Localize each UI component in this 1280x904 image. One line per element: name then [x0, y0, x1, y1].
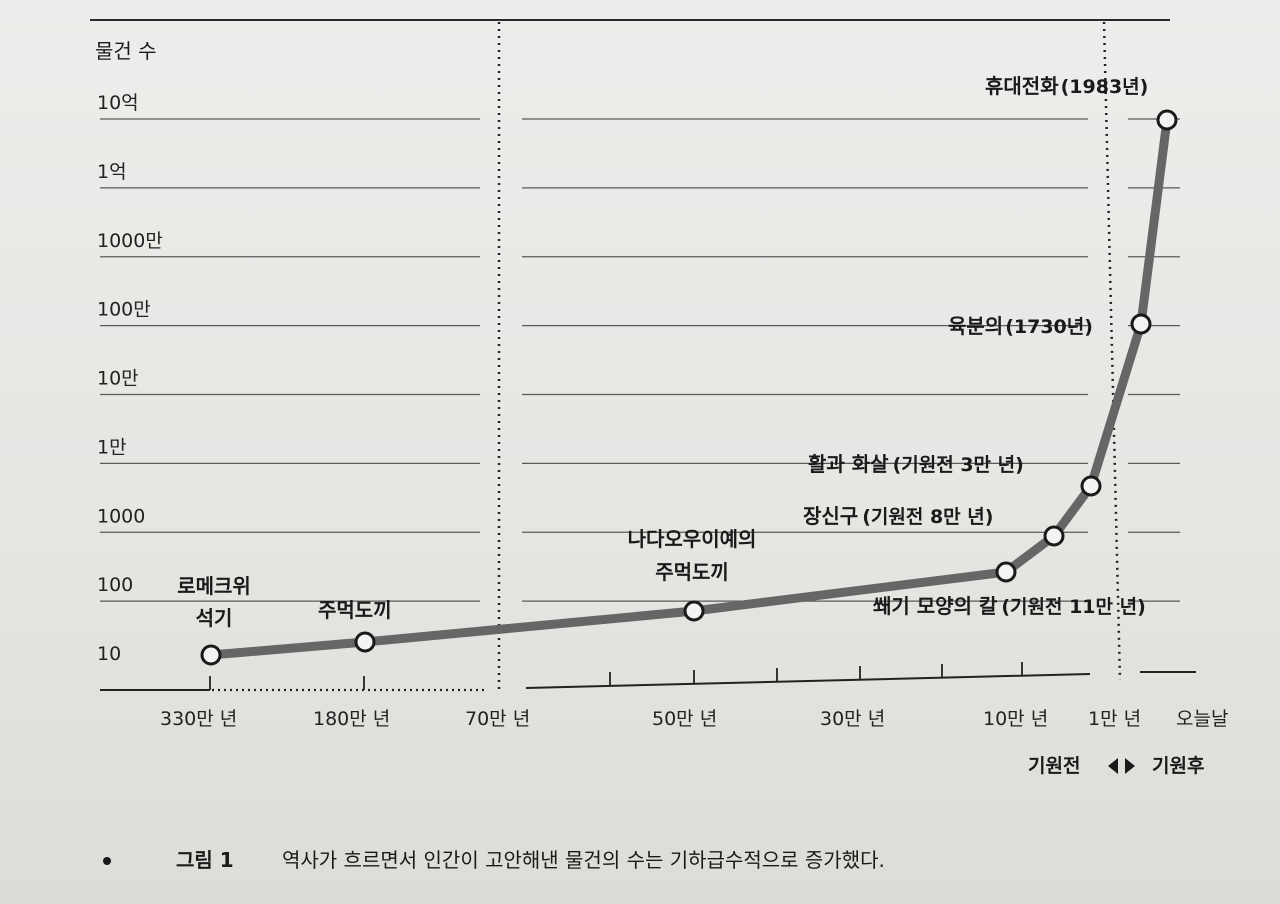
y-tick-labels: 10 100 1000 1만 10만 100만 1000만 1억 10억	[97, 92, 163, 665]
y-tick-label: 1만	[97, 436, 127, 458]
point-label: 로메크위	[177, 574, 251, 598]
x-tick-label: 1만 년	[1088, 708, 1141, 730]
y-tick-label: 10억	[97, 92, 139, 114]
x-tick-label: 70만 년	[465, 708, 530, 730]
bullet-icon	[103, 857, 111, 865]
era-right-label: 기원후	[1152, 755, 1204, 777]
x-tick-label: 50만 년	[652, 708, 717, 730]
x-tick-label: 180만 년	[313, 708, 390, 730]
data-point	[683, 600, 705, 622]
data-point	[1043, 525, 1065, 547]
data-point	[1080, 475, 1102, 497]
point-note: (1730년)	[1005, 316, 1093, 338]
caption-text: 역사가 흐르면서 인간이 고안해낸 물건의 수는 기하급수적으로 증가했다.	[282, 848, 885, 872]
era-left-label: 기원전	[1028, 755, 1080, 777]
y-tick-label: 10만	[97, 368, 139, 390]
point-label: 주먹도끼	[655, 560, 729, 584]
point-note: (기원전 3만 년)	[893, 454, 1024, 476]
y-tick-label: 1000만	[97, 230, 163, 252]
arrow-right-icon	[1125, 758, 1135, 774]
point-label: 석기	[196, 606, 233, 630]
y-axis-label: 물건 수	[95, 39, 157, 63]
x-tick-label: 30만 년	[820, 708, 885, 730]
arrow-left-icon	[1108, 758, 1118, 774]
point-note: (기원전 8만 년)	[862, 506, 993, 528]
gridlines	[100, 118, 1180, 602]
x-tick-labels: 330만 년 180만 년 70만 년 50만 년 30만 년 10만 년 1만 년 오늘날	[160, 708, 1228, 730]
point-label: 쐐기 모양의 칼 (기원전 11만 년)	[873, 594, 1146, 618]
x-tick-label: 오늘날	[1176, 708, 1228, 730]
y-tick-label: 100만	[97, 299, 151, 321]
x-axis	[100, 662, 1196, 692]
x-tick-label: 330만 년	[160, 708, 237, 730]
data-point	[354, 631, 376, 653]
point-note: (1983년)	[1061, 76, 1149, 98]
point-label: 주먹도끼	[318, 598, 392, 622]
y-tick-label: 10	[97, 643, 121, 665]
series-path	[206, 115, 1172, 660]
era-dividers	[497, 21, 1122, 690]
x-tick-label: 10만 년	[983, 708, 1048, 730]
point-note: (기원전 11만 년)	[1001, 596, 1145, 618]
y-tick-label: 1000	[97, 505, 145, 527]
divider-dotted	[1102, 21, 1122, 681]
point-label: 나다오우이예의	[628, 527, 757, 551]
point-label: 육분의 (1730년)	[948, 314, 1093, 338]
caption-label: 그림 1	[176, 848, 234, 872]
point-label: 활과 화살 (기원전 3만 년)	[808, 452, 1024, 476]
data-point	[995, 561, 1017, 583]
x-axis-line	[525, 673, 1091, 689]
point-label: 휴대전화 (1983년)	[985, 74, 1148, 98]
data-point	[1130, 313, 1152, 335]
point-label: 장신구 (기원전 8만 년)	[803, 504, 993, 528]
y-tick-label: 100	[97, 574, 133, 596]
y-tick-label: 1억	[97, 161, 127, 183]
data-point	[200, 644, 222, 666]
data-point	[1156, 109, 1178, 131]
series-line	[200, 109, 1178, 666]
